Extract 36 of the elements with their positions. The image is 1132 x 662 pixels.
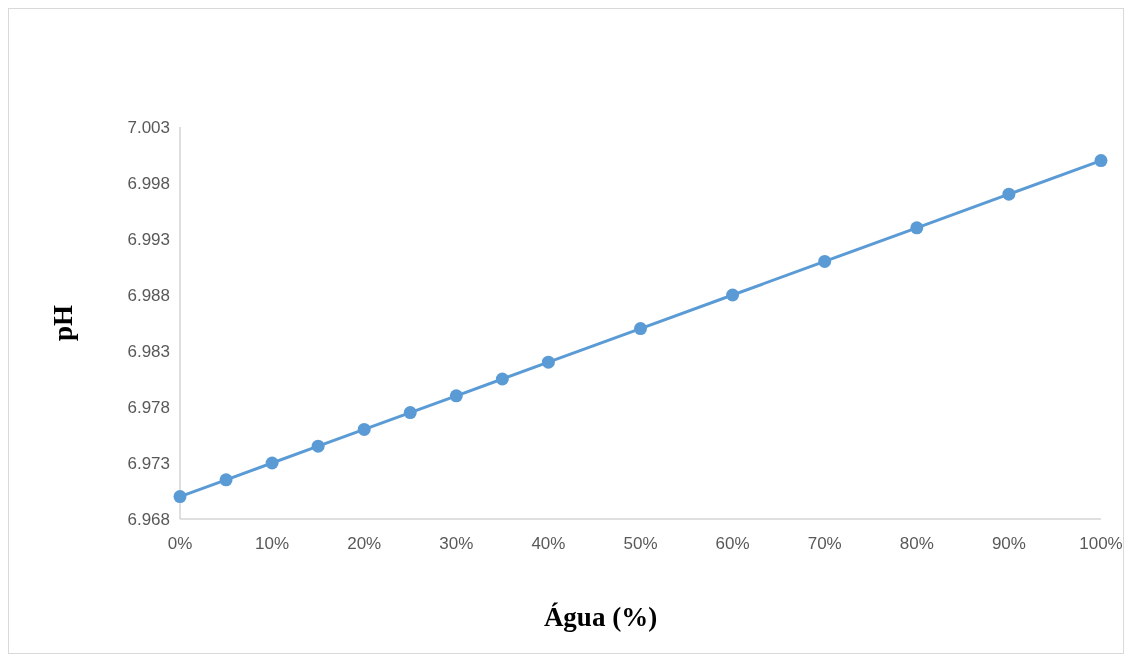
point [1002, 187, 1016, 201]
point [726, 288, 740, 302]
y-tick-label: 6.978 [127, 397, 170, 417]
x-tick-label: 60% [715, 534, 750, 553]
y-tick-label: 6.988 [127, 285, 170, 305]
y-tick-label: 6.973 [127, 453, 170, 473]
point [357, 422, 371, 436]
x-axis-title: Água (%) [543, 602, 658, 632]
point [219, 473, 233, 487]
point [910, 221, 924, 235]
x-tick-label: 70% [807, 534, 842, 553]
x-tick-label: 80% [899, 534, 934, 553]
point [311, 439, 325, 453]
x-tick-label: 30% [439, 534, 474, 553]
x-tick-label: 40% [531, 534, 566, 553]
point [634, 322, 647, 336]
point [449, 389, 463, 403]
point [495, 372, 509, 386]
x-tick-label: 50% [623, 534, 658, 553]
x-tick-label: 100% [1079, 534, 1123, 553]
point [173, 490, 187, 504]
point [265, 456, 279, 470]
y-tick-label: 7.003 [127, 117, 170, 137]
y-tick-label: 6.983 [127, 341, 170, 361]
x-tick-label: 0% [167, 534, 193, 553]
x-tick-label: 20% [347, 534, 382, 553]
point [403, 406, 417, 420]
y-tick-label: 6.968 [127, 509, 170, 529]
point [1094, 154, 1108, 168]
x-tick-label: 10% [255, 534, 290, 553]
y-axis-title: pH [48, 304, 78, 342]
point [541, 355, 555, 369]
x-tick-label: 90% [991, 534, 1026, 553]
point [818, 254, 832, 268]
y-tick-label: 6.998 [127, 173, 170, 193]
y-tick-label: 6.993 [127, 229, 170, 249]
